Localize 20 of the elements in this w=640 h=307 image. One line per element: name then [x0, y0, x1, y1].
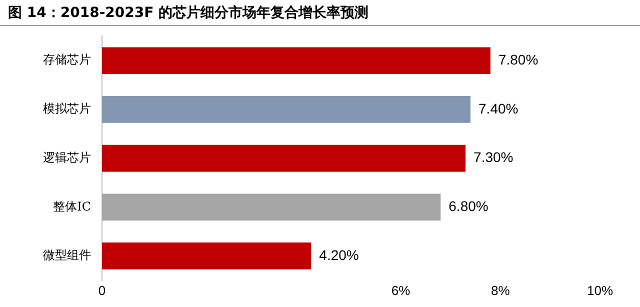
bar — [102, 96, 471, 123]
y-tick-label: 模拟芯片 — [43, 102, 91, 116]
data-label: 4.20% — [319, 246, 359, 263]
data-label: 7.80% — [498, 51, 538, 68]
x-tick-label: 0 — [98, 282, 106, 298]
chart-title: 图 14：2018-2023F 的芯片细分市场年复合增长率预测 — [0, 0, 640, 26]
data-label: 6.80% — [448, 198, 488, 214]
bar — [102, 144, 466, 172]
y-tick-label: 微型组件 — [43, 248, 91, 262]
x-tick-label: 6% — [391, 282, 411, 298]
x-tick-label: 10% — [586, 282, 614, 298]
y-tick-label: 存储芯片 — [43, 52, 91, 67]
bar — [102, 194, 441, 221]
bar — [102, 47, 490, 74]
data-label: 7.40% — [478, 100, 518, 116]
bar — [102, 242, 312, 270]
y-tick-label: 逻辑芯片 — [43, 150, 91, 164]
y-tick-label: 整体IC — [53, 199, 91, 214]
x-tick-label: 8% — [491, 282, 510, 298]
data-label: 7.30% — [474, 149, 514, 166]
